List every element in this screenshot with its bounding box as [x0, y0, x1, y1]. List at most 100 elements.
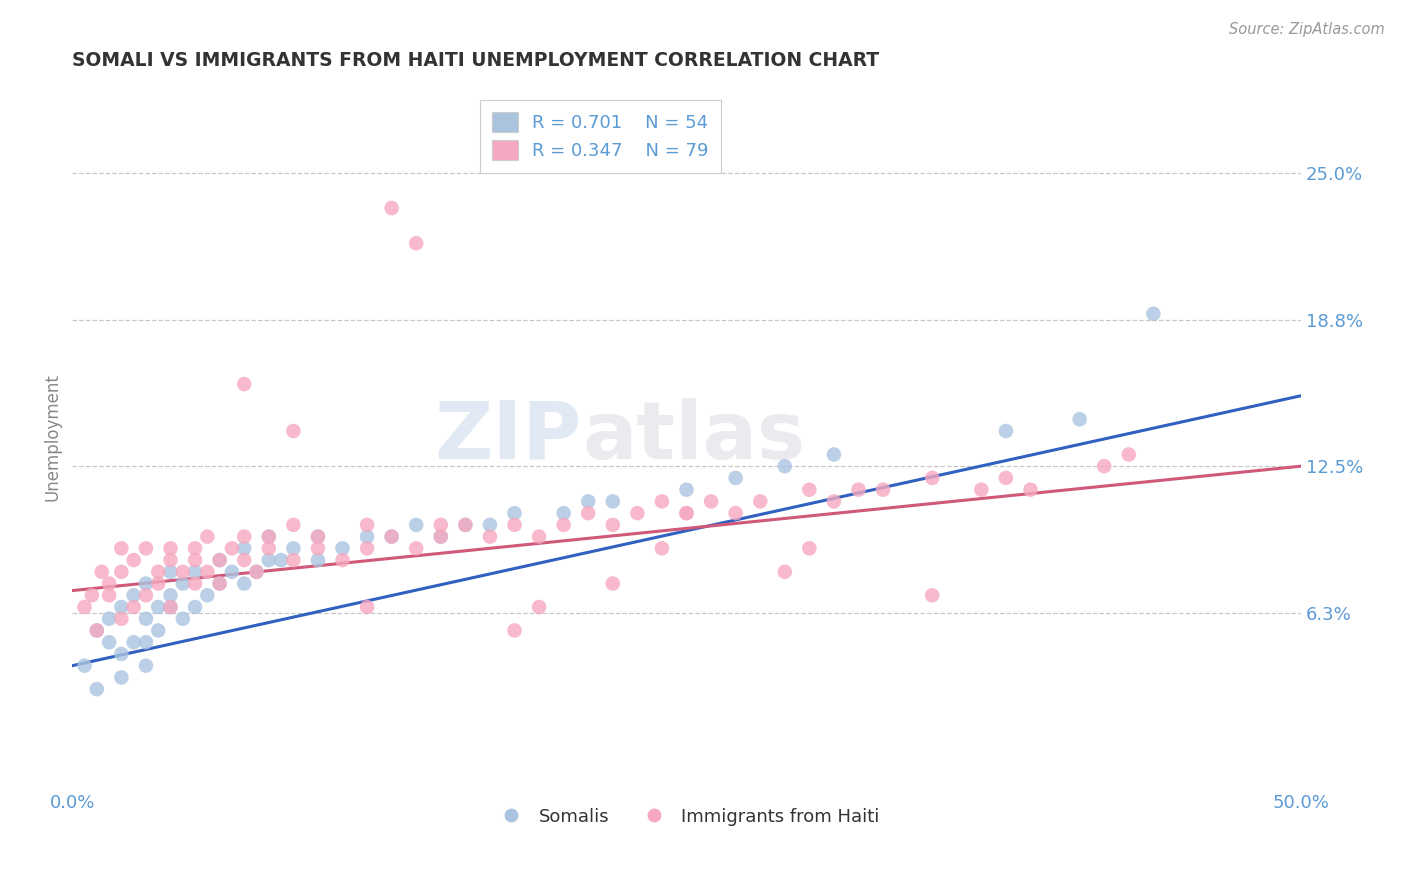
- Point: [773, 459, 796, 474]
- Point: [307, 530, 329, 544]
- Point: [184, 553, 207, 567]
- Point: [73, 658, 96, 673]
- Point: [430, 530, 453, 544]
- Point: [553, 517, 575, 532]
- Point: [799, 541, 821, 556]
- Point: [98, 576, 121, 591]
- Text: atlas: atlas: [582, 398, 806, 475]
- Point: [135, 588, 157, 602]
- Point: [970, 483, 993, 497]
- Point: [773, 565, 796, 579]
- Point: [1069, 412, 1091, 426]
- Point: [208, 553, 231, 567]
- Point: [503, 506, 526, 520]
- Point: [675, 483, 697, 497]
- Point: [135, 635, 157, 649]
- Point: [110, 565, 132, 579]
- Point: [602, 517, 624, 532]
- Point: [381, 530, 404, 544]
- Point: [86, 682, 108, 697]
- Point: [110, 612, 132, 626]
- Point: [700, 494, 723, 508]
- Point: [135, 658, 157, 673]
- Point: [110, 647, 132, 661]
- Point: [332, 541, 354, 556]
- Point: [257, 541, 280, 556]
- Point: [823, 447, 845, 461]
- Point: [122, 600, 145, 615]
- Point: [233, 553, 256, 567]
- Point: [184, 565, 207, 579]
- Point: [245, 565, 267, 579]
- Point: [122, 553, 145, 567]
- Point: [233, 541, 256, 556]
- Point: [307, 553, 329, 567]
- Point: [159, 541, 181, 556]
- Point: [651, 541, 673, 556]
- Text: SOMALI VS IMMIGRANTS FROM HAITI UNEMPLOYMENT CORRELATION CHART: SOMALI VS IMMIGRANTS FROM HAITI UNEMPLOY…: [72, 51, 879, 70]
- Point: [553, 506, 575, 520]
- Point: [98, 588, 121, 602]
- Point: [527, 600, 550, 615]
- Point: [98, 635, 121, 649]
- Point: [1019, 483, 1042, 497]
- Point: [921, 588, 943, 602]
- Point: [503, 624, 526, 638]
- Point: [356, 530, 378, 544]
- Point: [405, 541, 427, 556]
- Point: [159, 565, 181, 579]
- Point: [110, 541, 132, 556]
- Point: [848, 483, 870, 497]
- Point: [86, 624, 108, 638]
- Point: [208, 576, 231, 591]
- Point: [184, 600, 207, 615]
- Point: [159, 553, 181, 567]
- Point: [122, 588, 145, 602]
- Point: [122, 635, 145, 649]
- Point: [159, 600, 181, 615]
- Point: [454, 517, 477, 532]
- Point: [994, 424, 1017, 438]
- Point: [221, 565, 243, 579]
- Point: [503, 517, 526, 532]
- Point: [1092, 459, 1115, 474]
- Point: [135, 612, 157, 626]
- Point: [381, 201, 404, 215]
- Point: [195, 530, 218, 544]
- Point: [651, 494, 673, 508]
- Point: [221, 541, 243, 556]
- Point: [478, 517, 501, 532]
- Point: [110, 670, 132, 684]
- Point: [1142, 307, 1164, 321]
- Point: [184, 576, 207, 591]
- Point: [994, 471, 1017, 485]
- Point: [172, 565, 194, 579]
- Point: [257, 530, 280, 544]
- Point: [159, 588, 181, 602]
- Point: [405, 236, 427, 251]
- Point: [478, 530, 501, 544]
- Point: [195, 588, 218, 602]
- Text: Source: ZipAtlas.com: Source: ZipAtlas.com: [1229, 22, 1385, 37]
- Point: [257, 530, 280, 544]
- Point: [675, 506, 697, 520]
- Point: [602, 494, 624, 508]
- Point: [799, 483, 821, 497]
- Point: [405, 517, 427, 532]
- Point: [135, 541, 157, 556]
- Point: [1118, 447, 1140, 461]
- Point: [283, 424, 305, 438]
- Point: [110, 600, 132, 615]
- Point: [921, 471, 943, 485]
- Point: [98, 612, 121, 626]
- Point: [356, 517, 378, 532]
- Point: [233, 576, 256, 591]
- Point: [872, 483, 894, 497]
- Point: [73, 600, 96, 615]
- Point: [245, 565, 267, 579]
- Point: [283, 541, 305, 556]
- Point: [576, 494, 599, 508]
- Y-axis label: Unemployment: Unemployment: [44, 373, 60, 500]
- Point: [208, 576, 231, 591]
- Point: [233, 377, 256, 392]
